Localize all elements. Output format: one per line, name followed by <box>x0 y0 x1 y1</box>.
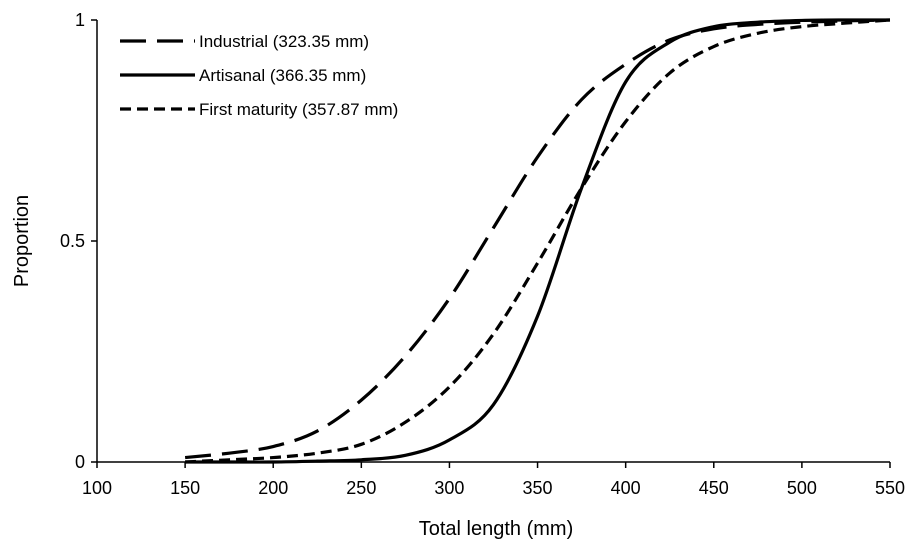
legend-label: Artisanal (366.35 mm) <box>199 66 366 85</box>
legend: Industrial (323.35 mm) Artisanal (366.35 … <box>120 32 398 119</box>
x-tick-label: 150 <box>170 478 200 498</box>
y-tick-label: 0 <box>75 452 85 472</box>
x-ticks: 100 150 200 250 300 350 400 450 500 550 <box>82 462 905 498</box>
y-tick-label: 1 <box>75 10 85 30</box>
x-tick-label: 450 <box>699 478 729 498</box>
x-tick-label: 350 <box>523 478 553 498</box>
y-axis-title: Proportion <box>11 195 33 287</box>
series-line-long-dash <box>184 18 891 460</box>
x-tick-label: 200 <box>258 478 288 498</box>
y-ticks: 00.51 <box>60 10 97 472</box>
series-group <box>184 18 891 464</box>
y-tick-label: 0.5 <box>60 231 85 251</box>
x-tick-label: 100 <box>82 478 112 498</box>
x-tick-label: 300 <box>434 478 464 498</box>
legend-label: First maturity (357.87 mm) <box>199 100 398 119</box>
series-line-solid <box>185 18 891 464</box>
x-axis-title: Total length (mm) <box>419 518 574 540</box>
x-tick-label: 400 <box>611 478 641 498</box>
legend-label: Industrial (323.35 mm) <box>199 32 369 51</box>
x-tick-label: 550 <box>875 478 905 498</box>
x-tick-label: 500 <box>787 478 817 498</box>
series-line-short-dash <box>185 18 891 464</box>
x-tick-label: 250 <box>346 478 376 498</box>
